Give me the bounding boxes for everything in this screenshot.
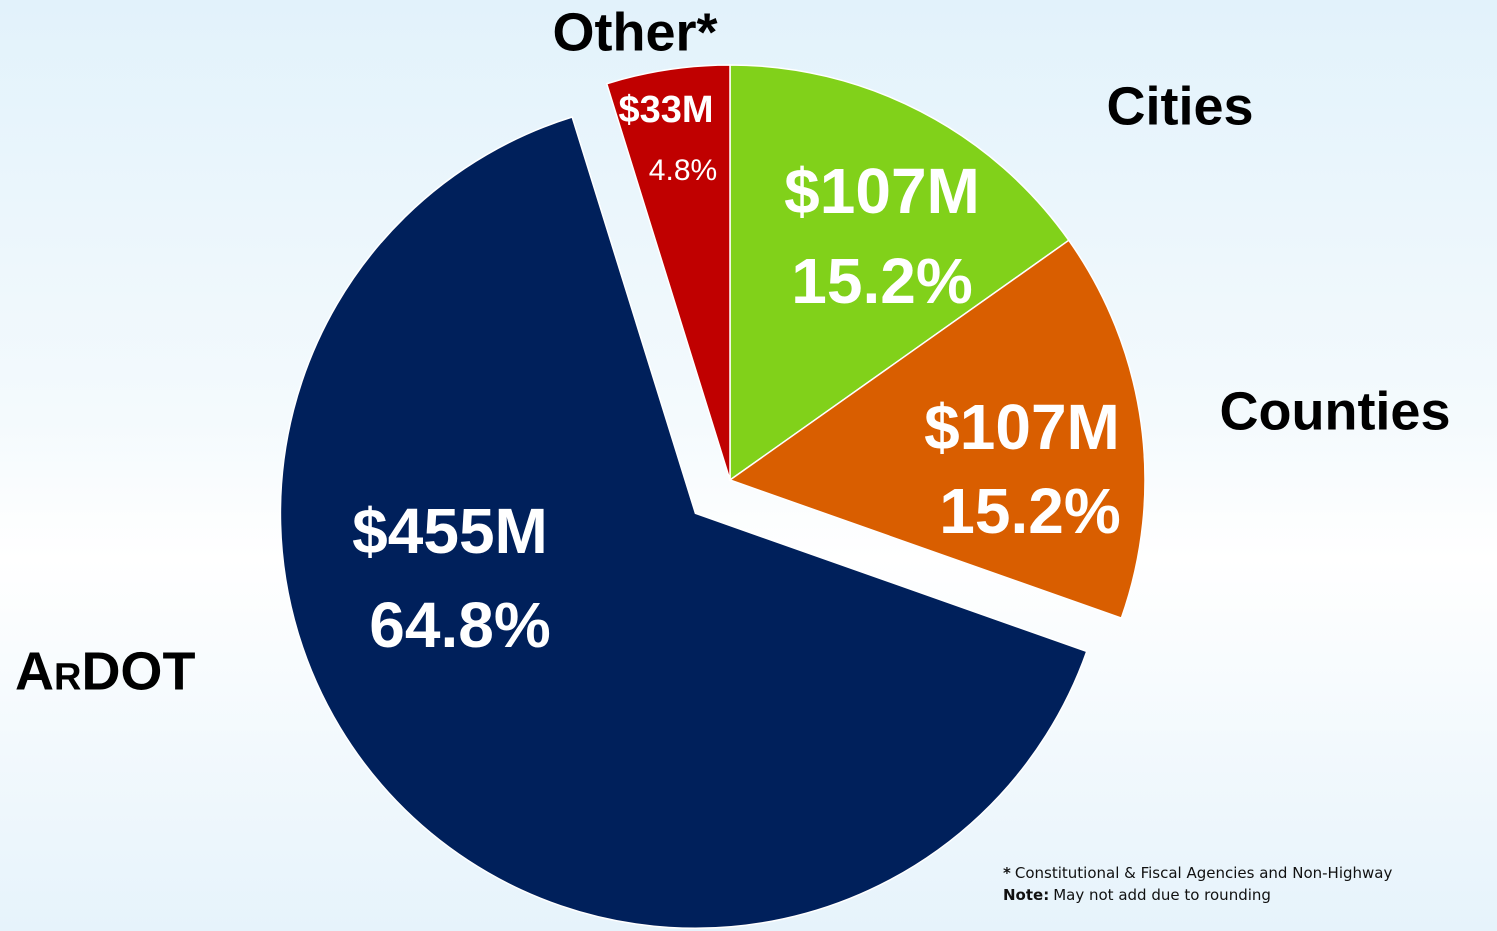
- value-label: 15.2%: [939, 475, 1120, 547]
- footnote: Note:May not add due to rounding: [1003, 884, 1392, 906]
- amount-label: $33M: [618, 89, 713, 131]
- value-label: 15.2%: [791, 245, 972, 317]
- amount-label: $107M: [784, 155, 980, 227]
- chart: Cities $107M 15.2% Counties $107M 15.2% ArDOT $…: [0, 0, 1497, 931]
- footnote-text: May not add due to rounding: [1053, 886, 1271, 904]
- category-label: Counties: [1219, 381, 1450, 441]
- footnote-lead: Note:: [1003, 886, 1049, 904]
- value-label: 4.8%: [649, 154, 717, 187]
- footnote: *Constitutional & Fiscal Agencies and No…: [1003, 862, 1392, 884]
- category-label: Cities: [1106, 76, 1253, 136]
- amount-label: $107M: [924, 391, 1120, 463]
- footnote-lead: *: [1003, 864, 1011, 882]
- value-label: 64.8%: [369, 589, 550, 661]
- category-label: ArDOT: [15, 641, 195, 701]
- footnotes: *Constitutional & Fiscal Agencies and No…: [1003, 862, 1392, 906]
- amount-label: $455M: [352, 495, 548, 567]
- category-label: Other*: [552, 2, 717, 62]
- footnote-text: Constitutional & Fiscal Agencies and Non…: [1015, 864, 1393, 882]
- page: Cities $107M 15.2% Counties $107M 15.2% ArDOT $…: [0, 0, 1497, 931]
